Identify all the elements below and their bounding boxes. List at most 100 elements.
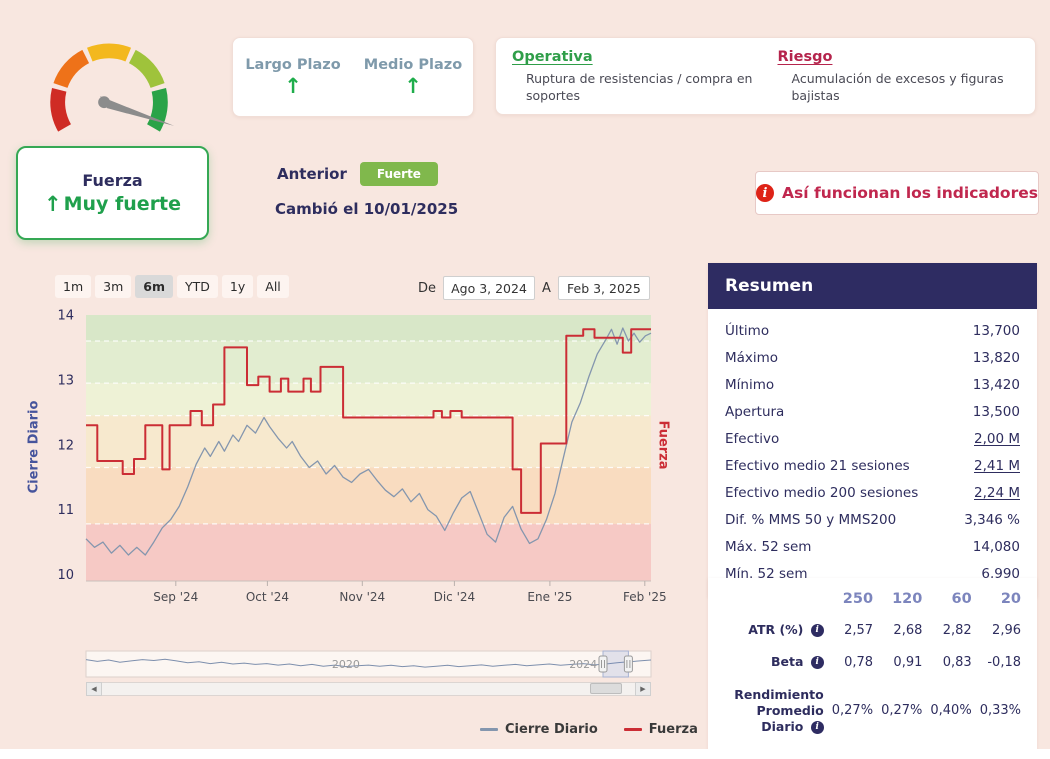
range-button-6m[interactable]: 6m [135, 275, 174, 298]
summary-row: Máx. 52 sem 14,080 [725, 533, 1020, 560]
x-tick-label: Dic '24 [434, 590, 476, 604]
info-icon[interactable]: i [810, 721, 824, 734]
line-swatch-icon [623, 728, 642, 731]
line-swatch-icon [480, 728, 498, 731]
legend-label: Cierre Diario [505, 722, 598, 737]
y-tick-label: 10 [57, 568, 74, 583]
gauge-needle [98, 96, 175, 126]
navigator-year-label: 2020 [332, 658, 360, 671]
metrics-column-header: 250 [842, 591, 874, 607]
summary-row: Mínimo 13,420 [725, 371, 1020, 398]
y-tick-label: 14 [57, 309, 74, 324]
indicators-help-button[interactable]: i Así funcionan los indicadores [755, 171, 1039, 215]
summary-value[interactable]: 2,24 M [974, 484, 1020, 501]
navigator-handle[interactable] [598, 655, 608, 673]
anterior-label: Anterior [277, 165, 347, 183]
navigator-series [85, 658, 652, 668]
anterior-badge: Fuerte [359, 162, 438, 186]
metrics-column-header: 60 [951, 591, 972, 607]
metric-value: 2,96 [992, 622, 1021, 638]
summary-label: Efectivo [725, 430, 780, 447]
riesgo-title: Riesgo [777, 49, 833, 65]
date-to-label: A [542, 280, 551, 296]
trend-card: Largo Plazo ↑ Medio Plazo ↑ [232, 37, 474, 117]
trend-largo-plazo: Largo Plazo ↑ [233, 38, 353, 116]
scrollbar-thumb[interactable] [589, 683, 622, 694]
operativa-section: Operativa Ruptura de resistencias / comp… [512, 49, 754, 103]
fuerza-status-card: Fuerza ↑ Muy fuerte [16, 146, 209, 240]
metrics-column-header: 20 [1000, 591, 1021, 607]
summary-value: 13,420 [972, 376, 1020, 393]
metric-label: Rendimiento Promedio Diario i [734, 686, 824, 734]
x-tick-label: Sep '24 [153, 590, 198, 604]
info-icon[interactable]: i [810, 656, 824, 670]
operativa-text: Ruptura de resistencias / compra en sopo… [526, 71, 753, 103]
summary-value: 14,080 [972, 538, 1020, 555]
summary-row: Apertura 13,500 [725, 398, 1020, 425]
date-to-input[interactable] [557, 276, 650, 300]
summary-rows: Último 13,700 Máximo 13,820 Mínimo 13,420 Aper… [708, 309, 1037, 597]
summary-value[interactable]: 2,00 M [974, 430, 1020, 447]
scrollbar-right-icon[interactable]: ▶ [635, 682, 651, 696]
scrollbar-track[interactable] [102, 682, 635, 696]
summary-value[interactable]: 2,41 M [974, 457, 1020, 474]
x-tick-label: Feb '25 [623, 590, 667, 604]
summary-label: Último [725, 322, 770, 339]
navigator-area: 2020 2024 [16, 650, 696, 680]
legend-item-fuerza[interactable]: Fuerza [623, 722, 698, 737]
chart-area: 10 11 12 13 14 Sep '24 Oct '24 Nov '24 Dic '24 En… [16, 305, 696, 607]
x-tick-label: Ene '25 [527, 590, 572, 604]
summary-row: Máximo 13,820 [725, 344, 1020, 371]
trend-medio-plazo: Medio Plazo ↑ [353, 38, 473, 116]
metric-value: 0,78 [844, 654, 874, 670]
series-fuerza [86, 328, 651, 514]
metric-value: 0,83 [942, 654, 972, 670]
summary-value: 13,700 [972, 322, 1020, 339]
summary-label: Apertura [725, 403, 785, 420]
summary-label: Dif. % MMS 50 y MMS200 [725, 511, 897, 528]
info-icon: i [756, 184, 775, 202]
metric-label: ATR (%) i [720, 614, 828, 646]
riesgo-section: Riesgo Acumulación de excesos y figuras … [778, 49, 1020, 103]
navigator-handle[interactable] [623, 655, 633, 673]
price-strength-chart[interactable]: 10 11 12 13 14 Sep '24 Oct '24 Nov '24 Dic '24 En… [16, 305, 696, 607]
chart-scrollbar: ◀ ▶ [86, 682, 651, 696]
chart-navigator[interactable]: 2020 2024 [16, 650, 696, 680]
x-tick-label: Oct '24 [246, 590, 289, 604]
date-from-input[interactable] [443, 276, 536, 300]
navigator-year-label: 2024 [569, 658, 597, 671]
navigator-track [85, 650, 652, 678]
range-button-1y[interactable]: 1y [221, 275, 254, 298]
chart-band [86, 467, 651, 524]
series-cierre-diario [85, 327, 652, 556]
range-button-all[interactable]: All [257, 275, 289, 298]
summary-label: Mínimo [725, 376, 775, 393]
chart-band [86, 383, 651, 416]
footer-strip [0, 749, 1050, 759]
metrics-column-header: 120 [892, 591, 923, 607]
scrollbar-left-icon[interactable]: ◀ [86, 682, 102, 696]
range-button-1m[interactable]: 1m [55, 275, 92, 298]
summary-label: Máx. 52 sem [725, 538, 812, 555]
range-button-ytd[interactable]: YTD [177, 275, 218, 298]
metrics-row: Rendimiento Promedio Diario i 0,27% 0,27% 0… [720, 679, 1025, 744]
fuerza-card-value: ↑ Muy fuerte [44, 192, 181, 216]
trend-label: Medio Plazo [363, 57, 463, 73]
range-button-3m[interactable]: 3m [95, 275, 132, 298]
summary-label: Efectivo medio 21 sesiones [725, 457, 910, 474]
summary-row: Efectivo medio 21 sesiones 2,41 M [725, 452, 1020, 479]
left-axis-title: Cierre Diario [26, 400, 42, 494]
summary-label: Máximo [725, 349, 779, 366]
summary-value: 3,346 % [964, 511, 1020, 528]
summary-row: Mín. 52 sem 6,990 [725, 560, 1020, 587]
metrics-row: Beta i 0,78 0,91 0,83 -0,18 [720, 646, 1025, 678]
info-icon[interactable]: i [810, 624, 824, 637]
metric-value: 2,68 [893, 622, 923, 638]
y-tick-label: 11 [57, 503, 74, 518]
right-axis-title: Fuerza [655, 420, 671, 470]
chart-band [86, 341, 651, 384]
legend-item-cierre-diario[interactable]: Cierre Diario [480, 722, 598, 737]
metric-value: -0,18 [987, 654, 1021, 670]
metric-value: 2,57 [844, 622, 874, 638]
metrics-panel: 250 120 60 20 ATR (%) i 2,57 2,68 2,82 2,96 Beta … [708, 578, 1037, 754]
